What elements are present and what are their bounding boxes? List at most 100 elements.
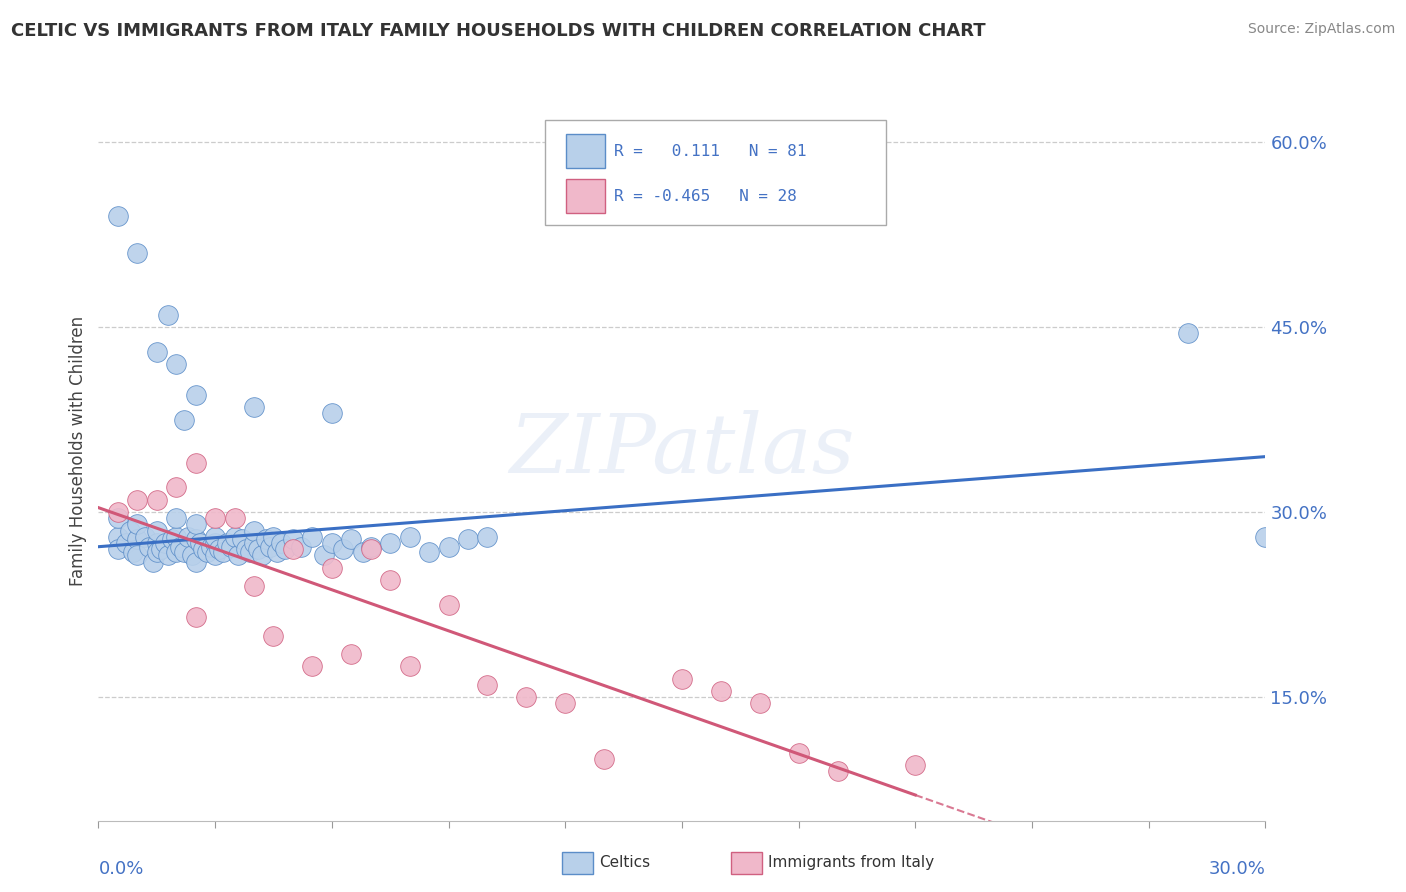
Point [173,544,195,558]
Text: CELTIC VS IMMIGRANTS FROM ITALY FAMILY HOUSEHOLDS WITH CHILDREN CORRELATION CHAR: CELTIC VS IMMIGRANTS FROM ITALY FAMILY H… [11,22,986,40]
Point [228,549,250,563]
Point [219,540,242,554]
Point [122,544,145,558]
Point [1254,530,1277,544]
Point [477,530,499,544]
Point [180,549,202,563]
Y-axis label: Family Households with Children: Family Households with Children [69,316,87,585]
Point [142,554,165,569]
Point [515,690,537,705]
Point [380,536,402,550]
Point [259,540,281,554]
Point [340,533,363,547]
Point [243,536,266,550]
Point [204,511,226,525]
Point [243,579,266,593]
Point [243,524,266,538]
Point [239,544,262,558]
Text: Immigrants from Italy: Immigrants from Italy [768,855,934,870]
Point [153,536,176,550]
Point [165,480,187,494]
Point [360,540,382,554]
Point [671,672,693,686]
Point [177,530,200,544]
Point [748,697,770,711]
Point [188,536,211,550]
Point [437,540,460,554]
Point [380,573,402,587]
Point [321,536,343,550]
Point [477,678,499,692]
Point [107,542,129,557]
Point [193,542,215,557]
Point [301,659,323,673]
Point [157,308,180,322]
Text: R = -0.465   N = 28: R = -0.465 N = 28 [613,189,796,204]
Point [340,647,363,661]
Point [157,549,180,563]
Point [418,544,440,558]
Point [173,412,195,426]
Point [107,505,129,519]
Point [149,542,172,557]
Point [114,536,136,550]
Point [127,549,149,563]
Point [107,209,129,223]
Point [270,536,292,550]
Point [224,530,246,544]
Point [204,549,226,563]
Point [138,540,160,554]
Point [165,357,187,371]
Point [332,542,354,557]
Point [146,536,169,550]
Point [127,517,149,532]
Point [204,530,226,544]
Point [243,401,266,415]
Point [321,560,343,574]
Point [118,524,141,538]
Point [224,511,246,525]
Text: ZIPatlas: ZIPatlas [509,410,855,491]
Point [215,536,238,550]
Point [146,344,169,359]
Point [169,540,191,554]
Point [195,544,218,558]
Point [204,536,226,550]
Point [787,746,810,760]
Point [360,542,382,557]
Point [281,542,304,557]
Point [165,530,187,544]
Point [127,246,149,260]
Point [184,388,207,402]
Point [827,764,849,779]
Point [184,610,207,624]
Point [231,533,253,547]
Point [290,540,312,554]
Text: R =   0.111   N = 81: R = 0.111 N = 81 [613,144,806,159]
Text: Source: ZipAtlas.com: Source: ZipAtlas.com [1247,22,1395,37]
Point [321,407,343,421]
Point [107,530,129,544]
Point [281,533,304,547]
Point [250,549,273,563]
Point [165,544,187,558]
Point [127,533,149,547]
Point [162,533,184,547]
Point [554,697,576,711]
Text: 0.0%: 0.0% [98,860,143,878]
Point [262,628,284,642]
Point [184,554,207,569]
Point [312,549,335,563]
Point [184,517,207,532]
Point [146,524,169,538]
Point [134,530,156,544]
Point [274,542,297,557]
Point [212,544,235,558]
Point [254,533,277,547]
Point [235,542,257,557]
Point [437,598,460,612]
Point [246,542,269,557]
Point [398,530,420,544]
Point [301,530,323,544]
Point [107,511,129,525]
